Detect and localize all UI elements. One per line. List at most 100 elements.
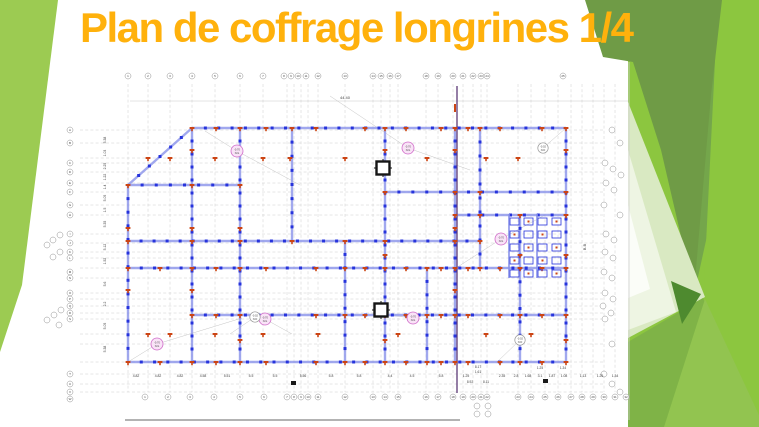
- svg-text:1.34: 1.34: [560, 366, 566, 370]
- svg-text:10: 10: [306, 395, 310, 399]
- svg-text:1.03: 1.03: [103, 150, 107, 157]
- svg-text:29: 29: [591, 395, 595, 399]
- svg-text:6: 6: [239, 74, 241, 78]
- svg-text:22: 22: [471, 74, 475, 78]
- svg-text:1: 1: [127, 74, 129, 78]
- svg-text:19: 19: [436, 74, 440, 78]
- axis-bubbles: 1 2 3 4 5 6 7 8 9 10 11 12 13 14 15 16 17 18 19 20 21 22 23 24 2…: [43, 72, 630, 418]
- svg-text:2.25: 2.25: [103, 163, 107, 170]
- svg-text:D: D: [69, 170, 72, 174]
- svg-text:1.25: 1.25: [463, 374, 470, 378]
- svg-text:5: 5: [239, 395, 241, 399]
- svg-text:1.4: 1.4: [103, 185, 107, 190]
- svg-text:T: T: [69, 372, 71, 376]
- svg-text:1.61: 1.61: [475, 370, 481, 374]
- svg-text:12: 12: [316, 74, 320, 78]
- svg-text:8: 8: [283, 74, 285, 78]
- svg-text:8.11: 8.11: [483, 380, 489, 384]
- svg-text:25: 25: [543, 395, 547, 399]
- svg-text:32: 32: [624, 395, 628, 399]
- svg-text:6: 6: [263, 395, 265, 399]
- svg-text:13: 13: [343, 74, 347, 78]
- svg-text:2.35: 2.35: [499, 374, 506, 378]
- svg-text:9: 9: [290, 74, 292, 78]
- svg-text:23: 23: [479, 74, 483, 78]
- svg-text:8.17: 8.17: [475, 365, 481, 369]
- svg-text:4.5: 4.5: [410, 374, 415, 378]
- slide-title: Plan de coffrage longrines 1/4: [80, 4, 634, 51]
- svg-text:1.08: 1.08: [561, 374, 568, 378]
- svg-text:18: 18: [424, 74, 428, 78]
- svg-text:11: 11: [304, 74, 307, 78]
- deco-left-wedge-shape: [0, 0, 58, 352]
- deco-facet-white-sliver: [628, 205, 650, 298]
- svg-text:5.35: 5.35: [103, 221, 107, 228]
- svg-text:M: M: [69, 270, 72, 274]
- svg-text:2: 2: [147, 74, 149, 78]
- svg-text:5.5: 5.5: [273, 374, 278, 378]
- svg-text:24: 24: [485, 74, 489, 78]
- svg-text:4.4: 4.4: [388, 374, 393, 378]
- svg-text:N.D: N.D: [541, 148, 546, 152]
- svg-text:10: 10: [296, 74, 300, 78]
- svg-text:N.G: N.G: [406, 148, 411, 152]
- svg-text:16: 16: [388, 74, 392, 78]
- svg-text:44.40: 44.40: [340, 95, 351, 100]
- svg-text:-0.70: -0.70: [154, 341, 160, 345]
- svg-text:28: 28: [580, 395, 584, 399]
- svg-text:1.25: 1.25: [597, 374, 604, 378]
- svg-text:21: 21: [479, 395, 483, 399]
- svg-text:K: K: [69, 250, 71, 254]
- svg-text:15: 15: [396, 395, 400, 399]
- svg-text:N.D: N.D: [518, 340, 523, 344]
- svg-text:S: S: [69, 317, 71, 321]
- svg-text:-0.70: -0.70: [410, 315, 416, 319]
- svg-text:-0.70: -0.70: [234, 148, 240, 152]
- svg-text:2.2: 2.2: [103, 302, 107, 307]
- svg-text:4.82: 4.82: [177, 374, 184, 378]
- svg-text:4: 4: [191, 74, 193, 78]
- svg-text:1.25: 1.25: [537, 366, 543, 370]
- svg-text:J: J: [69, 241, 71, 245]
- svg-text:18: 18: [451, 395, 455, 399]
- svg-text:5.12: 5.12: [103, 244, 107, 251]
- svg-text:14: 14: [371, 74, 375, 78]
- svg-text:W: W: [69, 397, 72, 401]
- level-markers: -0.70N.G-0.70N.G-0.70N.G-0.70N.G-0.70N.G…: [150, 141, 549, 351]
- svg-text:E: E: [69, 181, 71, 185]
- svg-text:A: A: [69, 128, 71, 132]
- svg-text:24: 24: [529, 395, 533, 399]
- svg-text:20: 20: [451, 74, 455, 78]
- svg-text:B: B: [69, 141, 71, 145]
- svg-text:5: 5: [214, 74, 216, 78]
- svg-text:5.38: 5.38: [103, 346, 107, 353]
- svg-text:1.5: 1.5: [103, 208, 107, 213]
- svg-text:1.13: 1.13: [580, 374, 587, 378]
- svg-text:3.1: 3.1: [538, 374, 543, 378]
- intersection-marks: [125, 104, 569, 366]
- svg-text:4.82: 4.82: [155, 374, 162, 378]
- svg-text:7: 7: [286, 395, 288, 399]
- svg-text:I: I: [70, 232, 71, 236]
- svg-text:5.38: 5.38: [103, 137, 107, 144]
- svg-text:16: 16: [424, 395, 428, 399]
- svg-text:-0.02: -0.02: [517, 337, 523, 341]
- svg-text:4.58: 4.58: [200, 374, 207, 378]
- svg-text:2: 2: [167, 395, 169, 399]
- svg-text:1.52: 1.52: [103, 258, 107, 265]
- svg-text:3: 3: [169, 74, 171, 78]
- deco-facet-lower-light: [664, 299, 759, 427]
- svg-text:27: 27: [569, 395, 573, 399]
- svg-text:N.D: N.D: [253, 317, 258, 321]
- svg-text:13: 13: [371, 395, 375, 399]
- svg-text:Q: Q: [69, 304, 72, 308]
- svg-text:5.6: 5.6: [103, 282, 107, 287]
- svg-text:17: 17: [396, 74, 400, 78]
- svg-text:1.34: 1.34: [612, 374, 619, 378]
- deco-facet-dark-triangle: [671, 281, 701, 324]
- svg-text:R: R: [69, 311, 72, 315]
- svg-text:L: L: [69, 256, 71, 260]
